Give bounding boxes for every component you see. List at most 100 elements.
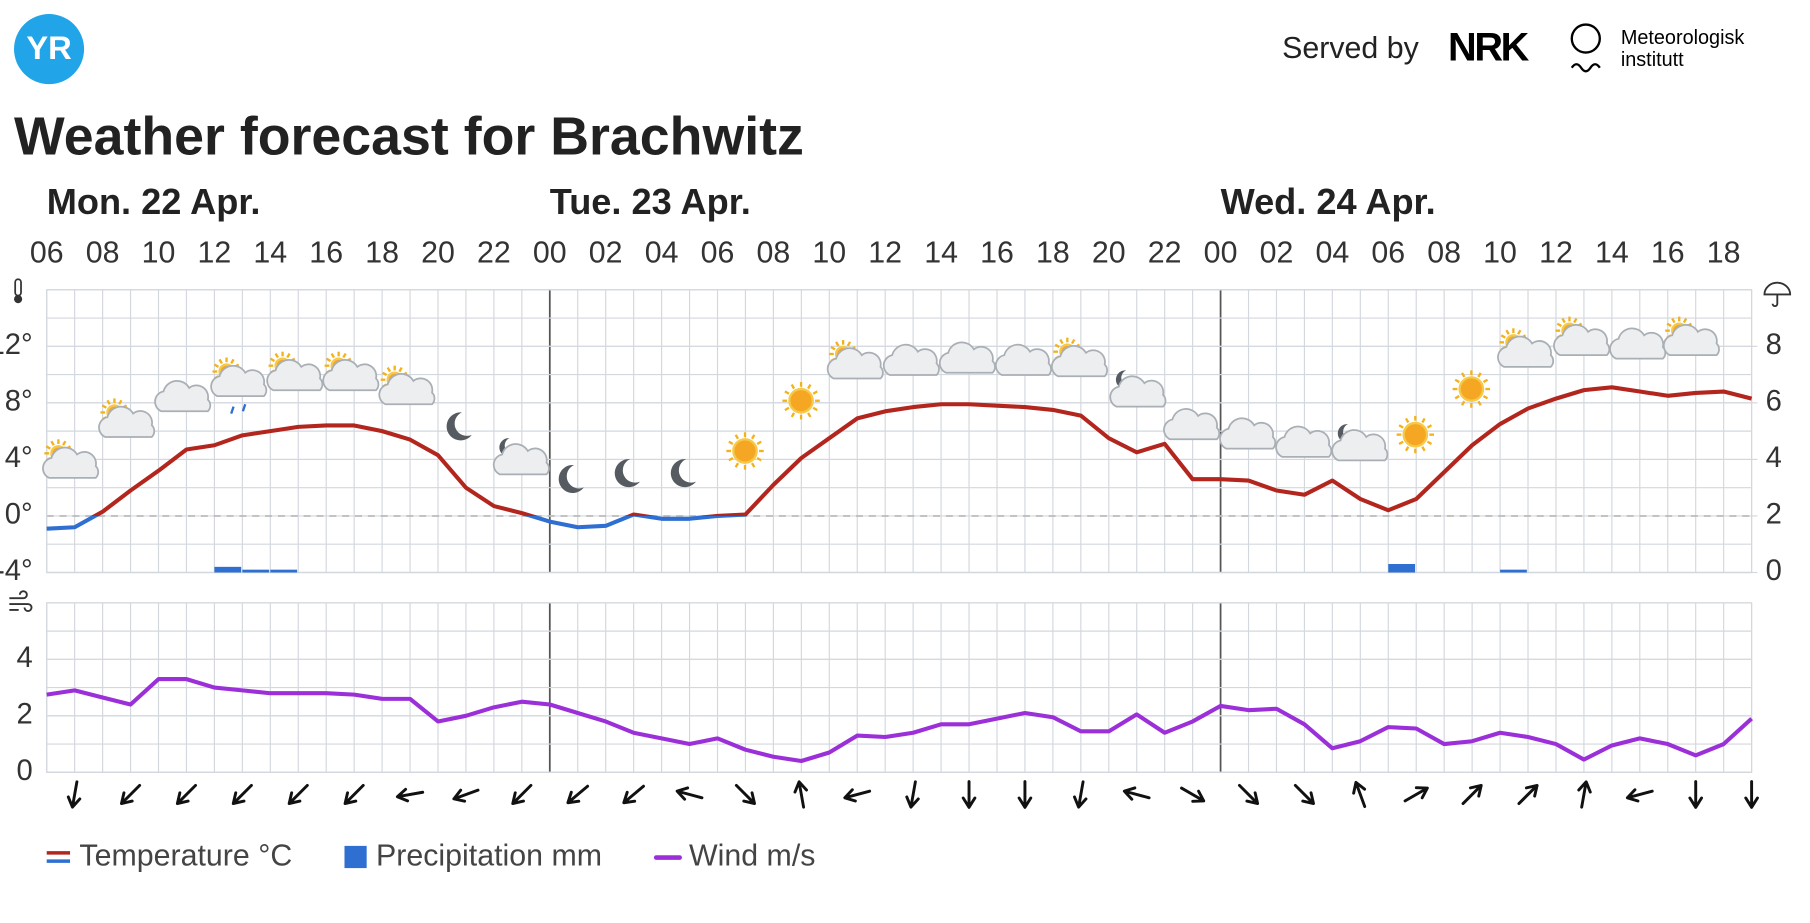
x-tick-label: 14 xyxy=(924,237,958,270)
sun-ray xyxy=(784,406,790,412)
weather-icon xyxy=(614,459,640,488)
y-tick-label: 8° xyxy=(5,386,33,418)
sun-ray xyxy=(1505,329,1510,335)
wind-arrow xyxy=(120,783,142,806)
sun-ray xyxy=(812,406,818,412)
sun-ray xyxy=(1671,317,1676,324)
moon xyxy=(670,459,696,488)
sun-ray xyxy=(1398,424,1404,429)
weather-icon xyxy=(1497,328,1555,368)
legend-label: Precipitation mm xyxy=(376,840,602,873)
sun-ray xyxy=(807,412,812,418)
cloud xyxy=(1662,323,1720,357)
x-tick-label: 06 xyxy=(30,237,64,270)
precipitation-bar xyxy=(270,569,298,573)
plot-border xyxy=(46,602,1753,773)
y2-tick-label: 0 xyxy=(1766,555,1782,587)
chart-title: Weather forecast for Brachwitz xyxy=(14,106,804,166)
x-tick-label: 18 xyxy=(1036,237,1070,270)
moon xyxy=(446,412,472,441)
cloud xyxy=(826,347,884,380)
y2-tick-label: 2 xyxy=(1766,499,1782,531)
x-tick-label: 10 xyxy=(142,237,176,270)
x-tick-label: 18 xyxy=(365,237,399,270)
weather-icon xyxy=(210,357,268,414)
weather-icon xyxy=(1331,424,1389,462)
x-tick-label: 12 xyxy=(198,237,232,270)
wind-arrow xyxy=(287,783,309,806)
wind-tick-label: 2 xyxy=(16,699,32,731)
sun-ray xyxy=(398,366,403,373)
cloud xyxy=(98,405,156,438)
wind-arrow xyxy=(566,784,590,805)
x-tick-label: 08 xyxy=(86,237,120,270)
sun-ray xyxy=(807,383,812,390)
cloud xyxy=(1109,375,1167,408)
sun-ray xyxy=(1477,400,1482,406)
y2-tick-label: 8 xyxy=(1766,329,1782,361)
x-tick-label: 10 xyxy=(812,237,846,270)
sun-ray xyxy=(728,456,734,462)
sun-ray xyxy=(790,412,796,418)
cloud xyxy=(1497,335,1555,368)
cloud xyxy=(1219,417,1277,450)
wind-arrow xyxy=(1017,780,1033,809)
moon xyxy=(614,459,640,488)
wind-tick-label: 0 xyxy=(16,755,32,787)
cloud xyxy=(1051,344,1109,378)
wind-arrow xyxy=(961,780,977,809)
sun-ray xyxy=(784,390,790,395)
sun-ray xyxy=(830,345,836,351)
weather-icon xyxy=(1051,337,1109,378)
cloud xyxy=(995,343,1052,376)
sun-ray xyxy=(325,357,332,363)
sun-ray xyxy=(835,341,840,347)
wind-arrow xyxy=(1744,780,1759,809)
wind-arrow xyxy=(511,783,533,806)
sun-ray xyxy=(213,363,220,368)
yr-logo xyxy=(14,14,85,85)
legend-label: Wind m/s xyxy=(689,840,815,873)
weather-icon xyxy=(1553,316,1611,357)
sun-ray xyxy=(1404,417,1410,424)
sun-ray xyxy=(1398,440,1404,445)
sun-ray xyxy=(386,366,392,373)
sun-ray xyxy=(812,390,818,395)
x-tick-label: 20 xyxy=(1092,237,1126,270)
weather-icon xyxy=(154,380,212,413)
wind-arrow xyxy=(452,788,480,803)
sun-ray xyxy=(1682,317,1688,324)
wind-arrow xyxy=(675,786,704,801)
x-tick-label: 22 xyxy=(1148,237,1182,270)
sun-ray xyxy=(62,440,67,446)
cloud xyxy=(1553,323,1611,357)
x-tick-label: 22 xyxy=(477,237,511,270)
rain xyxy=(230,403,247,414)
sun-ray xyxy=(1477,372,1482,378)
weather-icon xyxy=(1219,417,1277,450)
temperature-line-warm xyxy=(90,385,1753,516)
sun-ray xyxy=(218,358,223,365)
day-label: Tue. 23 Apr. xyxy=(550,181,751,222)
weather-icon xyxy=(1163,408,1221,441)
weather-icon xyxy=(882,343,940,376)
sun xyxy=(1458,376,1485,402)
weather-icon xyxy=(782,382,820,420)
sun-ray xyxy=(1404,446,1410,452)
y-tick-label: 0° xyxy=(5,499,33,531)
sun-ray xyxy=(1482,378,1489,384)
sun-ray xyxy=(45,445,51,450)
legend-swatch xyxy=(344,845,367,869)
x-tick-label: 12 xyxy=(868,237,902,270)
plot-border xyxy=(46,289,1753,574)
x-tick-label: 16 xyxy=(1651,237,1685,270)
wind-arrow xyxy=(1237,783,1260,806)
sun-ray xyxy=(1500,334,1506,339)
wind-arrow xyxy=(843,788,872,803)
sun xyxy=(1402,421,1429,448)
wind-arrow xyxy=(1577,780,1592,809)
sun-ray xyxy=(751,462,756,468)
wind-arrow xyxy=(793,780,808,809)
x-tick-label: 16 xyxy=(309,237,343,270)
